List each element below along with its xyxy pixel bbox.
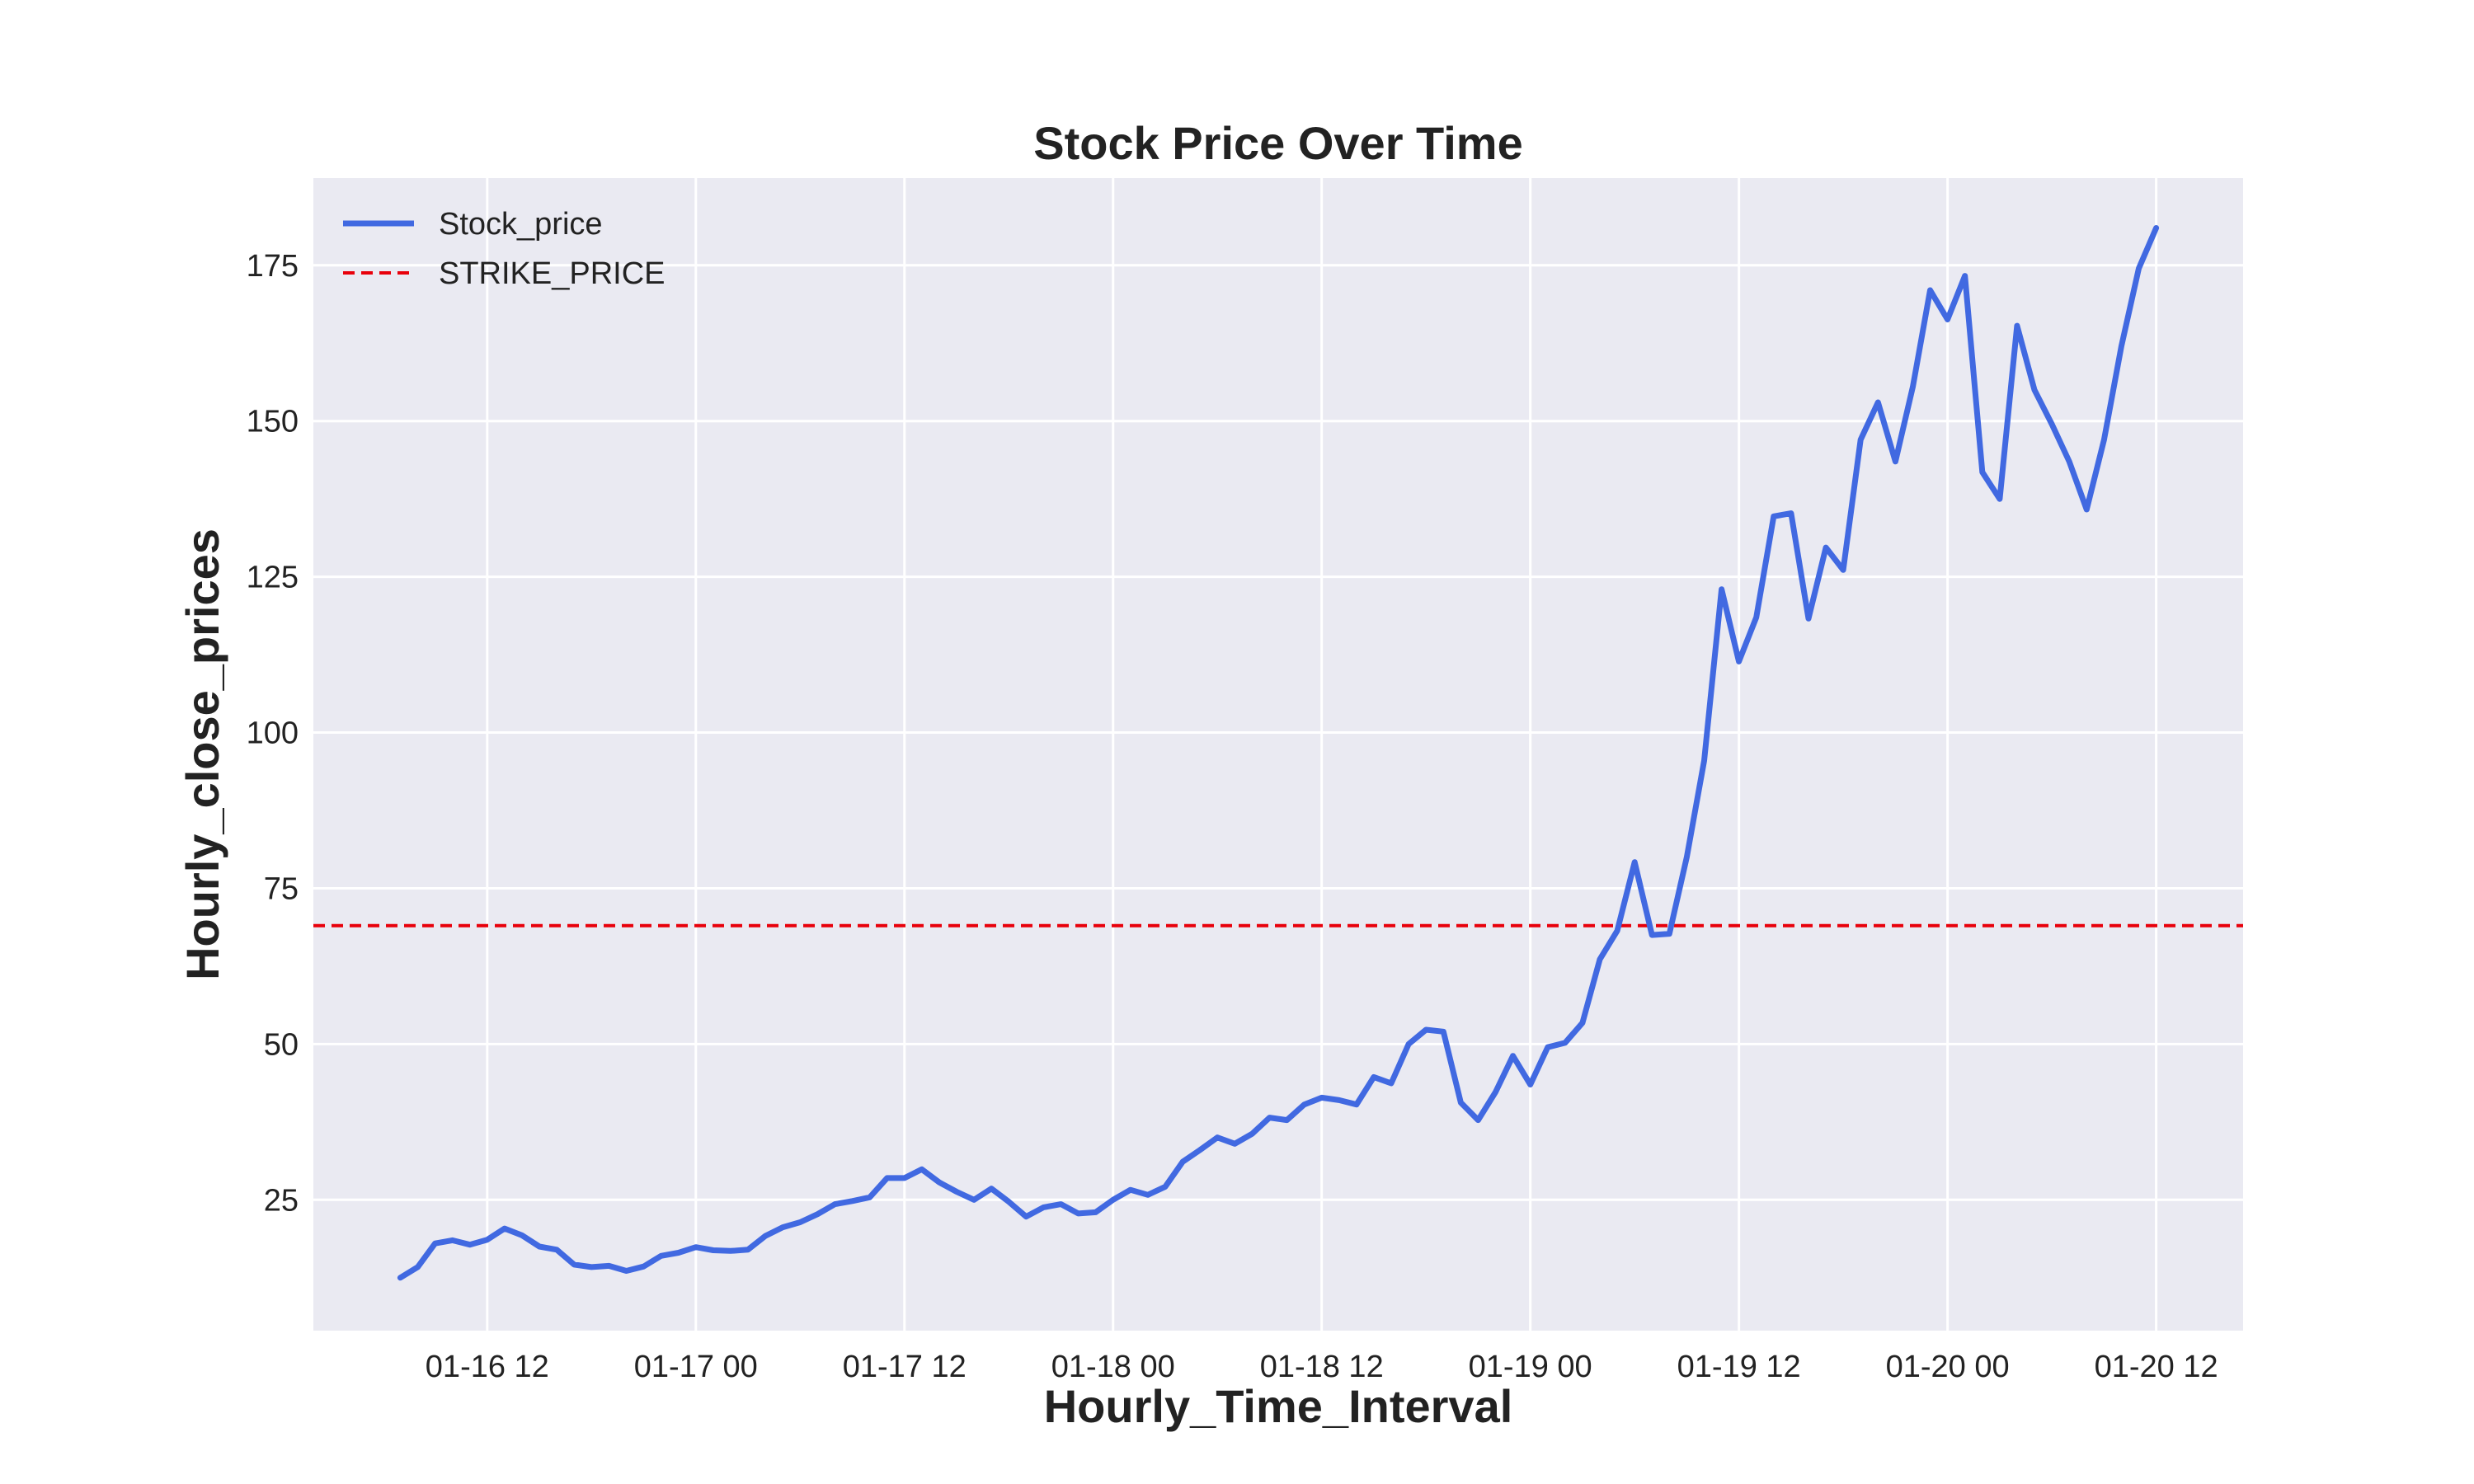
y-tick-label: 175 xyxy=(247,249,299,284)
y-tick-label: 125 xyxy=(247,561,299,595)
x-tick-label: 01-16 12 xyxy=(426,1350,549,1384)
y-axis-label: Hourly_close_prices xyxy=(176,528,228,980)
x-tick-label: 01-20 00 xyxy=(1886,1350,2010,1384)
chart-title: Stock Price Over Time xyxy=(1033,117,1523,169)
x-tick-label: 01-19 00 xyxy=(1469,1350,1592,1384)
series-layer xyxy=(313,225,2243,1281)
legend-label-stock-price: Stock_price xyxy=(439,207,603,242)
y-tick-label: 25 xyxy=(264,1183,299,1218)
x-tick-label: 01-18 00 xyxy=(1051,1350,1175,1384)
y-tick-label: 100 xyxy=(247,716,299,751)
x-tick-label: 01-17 12 xyxy=(843,1350,967,1384)
legend-label-strike-price: STRIKE_PRICE xyxy=(439,256,666,291)
y-tick-label: 150 xyxy=(247,405,299,439)
gridlines xyxy=(313,178,2243,1331)
x-tick-label: 01-17 00 xyxy=(634,1350,758,1384)
stock-price-line xyxy=(397,225,2160,1281)
y-tick-label: 75 xyxy=(264,871,299,906)
tick-labels: 01-16 12 01-17 00 01-17 12 01-18 00 01-18 12… xyxy=(247,249,2218,1384)
x-tick-label: 01-20 12 xyxy=(2095,1350,2218,1384)
x-tick-label: 01-18 12 xyxy=(1260,1350,1384,1384)
plot-background xyxy=(313,178,2243,1331)
y-tick-label: 50 xyxy=(264,1027,299,1062)
x-axis-label: Hourly_Time_Interval xyxy=(1044,1380,1513,1432)
x-tick-label: 01-19 12 xyxy=(1677,1350,1801,1384)
legend: Stock_price STRIKE_PRICE xyxy=(343,207,666,291)
